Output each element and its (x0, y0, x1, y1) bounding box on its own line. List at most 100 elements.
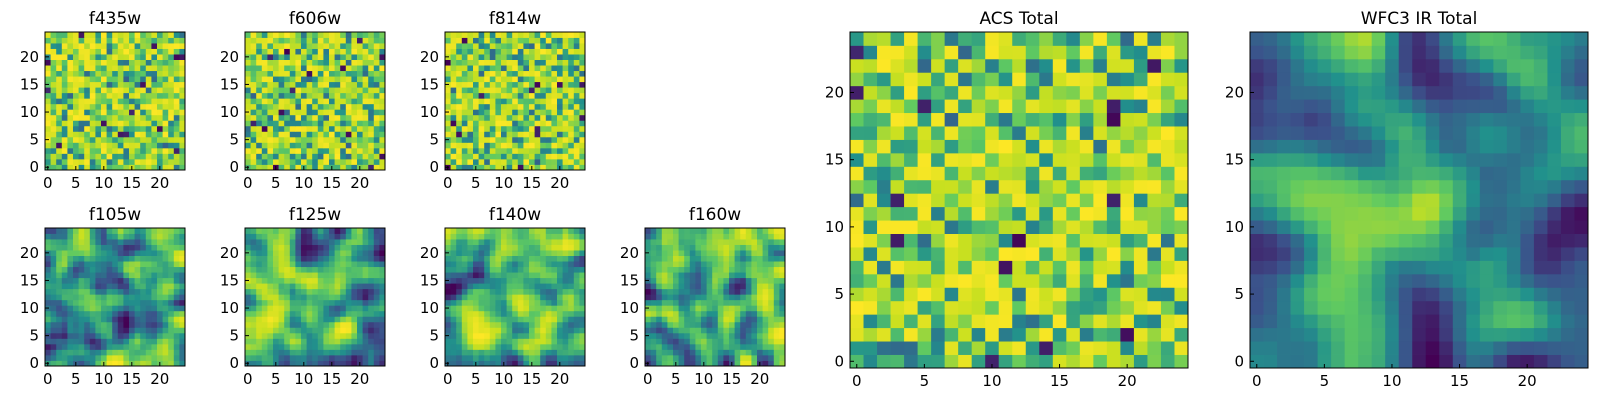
heatmap-cell (689, 360, 696, 367)
heatmap-cell (345, 233, 352, 240)
heatmap-cell (645, 338, 651, 345)
heatmap-cell (373, 70, 380, 77)
heatmap-cell (551, 158, 558, 165)
heatmap-cell (1106, 179, 1121, 194)
heatmap-cell (650, 250, 657, 256)
heatmap-cell (173, 48, 180, 55)
heatmap-cell (284, 288, 291, 295)
heatmap-cell (140, 131, 147, 138)
heatmap-cell (467, 54, 474, 60)
heatmap-cell (645, 244, 651, 251)
heatmap-cell (134, 266, 141, 273)
heatmap-cell (250, 164, 257, 171)
heatmap-cell (273, 92, 279, 99)
heatmap-cell (534, 158, 541, 165)
heatmap-cell (250, 310, 257, 317)
heatmap-cell (650, 343, 657, 350)
heatmap-cell (506, 114, 513, 121)
heatmap-cell (250, 255, 257, 262)
heatmap-cell (678, 354, 685, 361)
heatmap-cell (357, 109, 363, 116)
heatmap-cell (506, 261, 513, 268)
heatmap-cell (95, 120, 102, 127)
heatmap-cell (931, 220, 946, 234)
axes-frame (44, 227, 186, 367)
heatmap-cell (529, 294, 535, 301)
heatmap-cell (168, 255, 175, 262)
heatmap-cell (512, 250, 519, 256)
heatmap-cell (117, 153, 124, 160)
heatmap-cell (61, 349, 68, 356)
heatmap-cell (751, 349, 758, 356)
heatmap-cell (1025, 166, 1040, 181)
heatmap-cell (145, 142, 152, 149)
heatmap-cell (729, 283, 735, 290)
heatmap-cell (301, 125, 307, 132)
heatmap-cell (562, 120, 569, 127)
heatmap-cell (373, 360, 380, 367)
heatmap-cell (461, 255, 468, 262)
heatmap-cell (162, 59, 169, 66)
heatmap-cell (295, 43, 302, 49)
heatmap-cell (971, 247, 986, 261)
heatmap-cell (1093, 287, 1108, 302)
heatmap-cell (329, 87, 335, 94)
heatmap-cell (306, 272, 313, 279)
heatmap-cell (1147, 193, 1162, 208)
heatmap-cell (762, 283, 769, 290)
heatmap-cell (362, 109, 369, 116)
heatmap-cell (250, 103, 257, 110)
heatmap-cell (656, 327, 663, 334)
heatmap-cell (112, 233, 119, 240)
heatmap-cell (151, 321, 158, 328)
heatmap-cell (56, 81, 63, 88)
heatmap-cell (717, 349, 724, 356)
heatmap-cell (50, 87, 57, 94)
heatmap-cell (129, 277, 135, 284)
heatmap-cell (329, 114, 335, 121)
heatmap-cell (317, 255, 324, 262)
heatmap-cell (534, 261, 541, 268)
heatmap-cell (312, 136, 319, 143)
heatmap-cell (445, 32, 451, 38)
heatmap-cell (261, 360, 268, 367)
heatmap-cell (740, 354, 747, 361)
heatmap-cell (478, 283, 485, 290)
heatmap-cell (267, 114, 274, 121)
heatmap-cell (368, 109, 375, 116)
heatmap-cell (534, 354, 541, 361)
heatmap-cell (134, 76, 141, 83)
heatmap-cell (179, 48, 186, 55)
heatmap-cell (904, 341, 918, 355)
heatmap-cell (717, 233, 724, 240)
heatmap-cell (261, 32, 268, 38)
heatmap-cell (312, 343, 319, 350)
heatmap-cell (751, 261, 758, 268)
heatmap-cell (512, 316, 519, 323)
heatmap-cell (734, 294, 741, 301)
heatmap-cell (1174, 260, 1189, 275)
heatmap-cell (157, 76, 163, 83)
heatmap-cell (334, 349, 341, 356)
heatmap-cell (45, 233, 51, 240)
heatmap-cell (140, 43, 147, 49)
heatmap-cell (151, 233, 158, 240)
heatmap-cell (129, 65, 135, 72)
heatmap-cell (534, 87, 541, 94)
heatmap-cell (245, 70, 251, 77)
heatmap-cell (529, 255, 535, 262)
heatmap-cell (129, 332, 135, 339)
heatmap-cell (506, 87, 513, 94)
heatmap-cell (523, 266, 530, 273)
heatmap-cell (478, 54, 485, 60)
heatmap-cell (1133, 314, 1148, 329)
heatmap-cell (73, 131, 79, 138)
heatmap-cell (456, 54, 463, 60)
heatmap-cell (117, 76, 124, 83)
heatmap-cell (140, 59, 147, 66)
heatmap-cell (323, 131, 330, 138)
heatmap-cell (78, 37, 85, 44)
heatmap-cell (545, 48, 552, 55)
heatmap-cell (529, 266, 535, 273)
heatmap-cell (501, 87, 507, 94)
